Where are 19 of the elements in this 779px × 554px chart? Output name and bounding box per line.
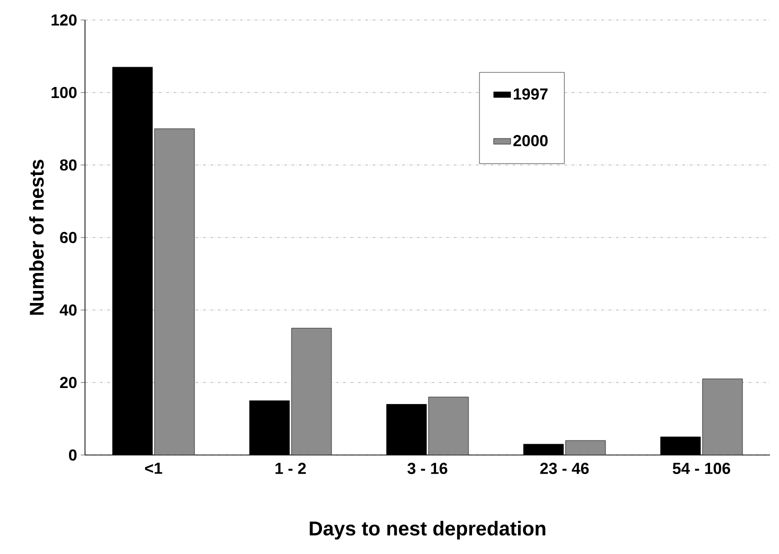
legend-label: 1997 [514,88,548,100]
x-tick-label: 54 - 106 [672,462,730,474]
x-tick-label: 1 - 2 [276,462,306,474]
x-tick-label: 3 - 16 [407,462,448,474]
bar [291,328,332,455]
x-tick-label: 23 - 46 [540,462,589,474]
y-axis-title: Number of nests [29,160,44,315]
bar [565,440,606,455]
x-axis-title: Days to nest depredation [310,520,546,540]
y-tick-label: 80 [60,159,77,171]
y-tick-label: 40 [60,304,77,316]
y-tick-label: 20 [60,376,77,388]
x-tick-label: <1 [145,462,162,474]
y-tick-label: 120 [52,14,77,26]
y-tick-label: 100 [52,86,77,98]
legend-label: 2000 [513,135,548,146]
y-tick-label: 60 [60,232,77,244]
y-tick-label: 0 [68,449,77,461]
bar [428,396,469,455]
